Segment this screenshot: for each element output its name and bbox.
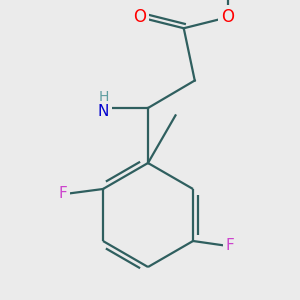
Text: F: F [226, 238, 234, 253]
Text: F: F [58, 187, 67, 202]
Text: N: N [98, 104, 109, 119]
Text: O: O [133, 8, 146, 26]
Text: H: H [98, 90, 109, 104]
Text: O: O [221, 8, 234, 26]
